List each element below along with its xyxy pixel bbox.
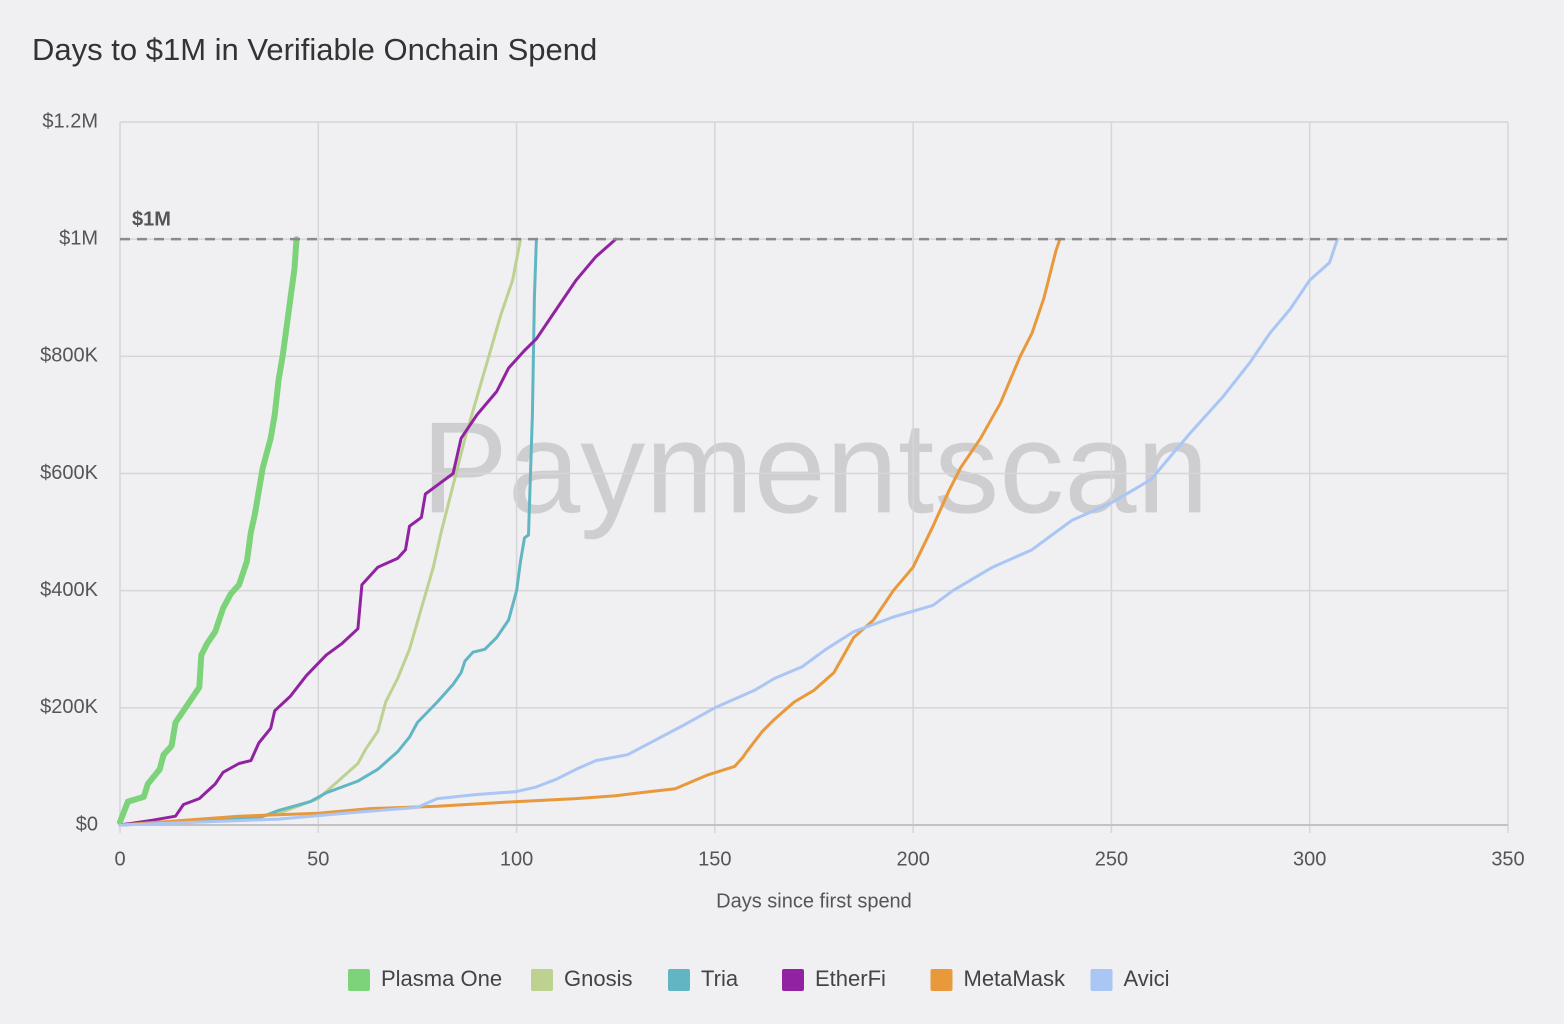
x-tick-label: 0 <box>114 848 125 870</box>
y-tick-label: $1M <box>59 227 98 249</box>
x-tick-label: 150 <box>698 848 731 870</box>
legend-swatch[interactable] <box>1090 969 1113 991</box>
legend-swatch[interactable] <box>782 969 804 991</box>
series-line <box>118 237 1339 827</box>
legend-swatch[interactable] <box>930 969 953 991</box>
y-tick-label: $800K <box>40 345 98 367</box>
y-tick-label: $600K <box>40 462 98 484</box>
series-line <box>118 237 1062 827</box>
legend-swatch[interactable] <box>668 969 690 991</box>
chart-title: Days to $1M in Verifiable Onchain Spend <box>32 32 597 67</box>
legend-label[interactable]: Avici <box>1124 966 1170 991</box>
x-tick-label: 100 <box>500 848 533 870</box>
legend-label[interactable]: MetaMask <box>964 966 1066 991</box>
watermark: Paymentscan <box>421 394 1209 540</box>
series-line <box>118 237 618 827</box>
x-tick-label: 200 <box>896 848 929 870</box>
x-tick-label: 350 <box>1491 848 1524 870</box>
legend-swatch[interactable] <box>531 969 553 991</box>
y-tick-label: $0 <box>76 813 98 835</box>
x-axis-label: Days since first spend <box>716 890 912 912</box>
series-line <box>117 236 300 826</box>
y-tick-label: $1.2M <box>42 110 98 132</box>
x-tick-label: 300 <box>1293 848 1326 870</box>
reference-label: $1M <box>132 208 171 230</box>
y-tick-label: $400K <box>40 579 98 601</box>
legend-label[interactable]: EtherFi <box>815 966 886 991</box>
legend-swatch[interactable] <box>348 969 370 991</box>
series-line <box>118 237 538 827</box>
x-tick-label: 50 <box>307 848 329 870</box>
x-tick-label: 250 <box>1095 848 1128 870</box>
y-tick-label: $200K <box>40 696 98 718</box>
legend-label[interactable]: Plasma One <box>381 966 502 991</box>
legend-label[interactable]: Tria <box>701 966 739 991</box>
legend-label[interactable]: Gnosis <box>564 966 632 991</box>
